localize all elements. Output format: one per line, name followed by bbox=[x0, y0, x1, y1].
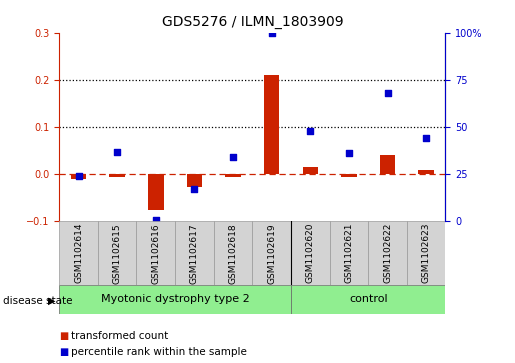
Text: GSM1102614: GSM1102614 bbox=[74, 223, 83, 284]
Bar bbox=[186, 174, 202, 187]
Text: GSM1102618: GSM1102618 bbox=[229, 223, 237, 284]
Title: GDS5276 / ILMN_1803909: GDS5276 / ILMN_1803909 bbox=[162, 15, 343, 29]
Point bbox=[190, 187, 198, 192]
Point bbox=[113, 149, 122, 155]
Bar bbox=[98, 221, 136, 285]
Point bbox=[345, 151, 353, 156]
Bar bbox=[341, 174, 356, 177]
Point bbox=[422, 135, 431, 141]
Bar bbox=[214, 221, 252, 285]
Bar bbox=[175, 221, 214, 285]
Bar bbox=[226, 174, 241, 177]
Bar bbox=[330, 221, 368, 285]
Text: GSM1102621: GSM1102621 bbox=[345, 223, 353, 284]
Bar bbox=[109, 174, 125, 177]
Bar bbox=[303, 167, 318, 174]
Text: GSM1102616: GSM1102616 bbox=[151, 223, 160, 284]
Text: GSM1102620: GSM1102620 bbox=[306, 223, 315, 284]
Point bbox=[268, 30, 276, 36]
Text: transformed count: transformed count bbox=[71, 331, 168, 341]
Text: Myotonic dystrophy type 2: Myotonic dystrophy type 2 bbox=[101, 294, 249, 305]
Bar bbox=[71, 174, 87, 179]
Text: ▶: ▶ bbox=[48, 295, 56, 306]
Text: GSM1102619: GSM1102619 bbox=[267, 223, 276, 284]
Bar bbox=[291, 221, 330, 285]
Text: GSM1102623: GSM1102623 bbox=[422, 223, 431, 284]
Point bbox=[151, 217, 160, 223]
Text: GSM1102622: GSM1102622 bbox=[383, 223, 392, 284]
Point bbox=[74, 173, 82, 179]
Text: percentile rank within the sample: percentile rank within the sample bbox=[71, 347, 247, 357]
Bar bbox=[380, 155, 396, 174]
Bar bbox=[407, 221, 445, 285]
Text: GSM1102615: GSM1102615 bbox=[113, 223, 122, 284]
Bar bbox=[136, 221, 175, 285]
Bar bbox=[264, 75, 279, 174]
Point bbox=[306, 128, 314, 134]
Bar bbox=[59, 221, 98, 285]
Text: disease state: disease state bbox=[3, 295, 72, 306]
Bar bbox=[418, 170, 434, 174]
Bar bbox=[252, 221, 291, 285]
Text: ■: ■ bbox=[59, 331, 68, 341]
Bar bbox=[291, 285, 445, 314]
Bar bbox=[148, 174, 164, 209]
Bar bbox=[59, 285, 291, 314]
Text: control: control bbox=[349, 294, 388, 305]
Text: ■: ■ bbox=[59, 347, 68, 357]
Point bbox=[229, 154, 237, 160]
Point bbox=[383, 90, 392, 96]
Text: GSM1102617: GSM1102617 bbox=[190, 223, 199, 284]
Bar bbox=[368, 221, 407, 285]
